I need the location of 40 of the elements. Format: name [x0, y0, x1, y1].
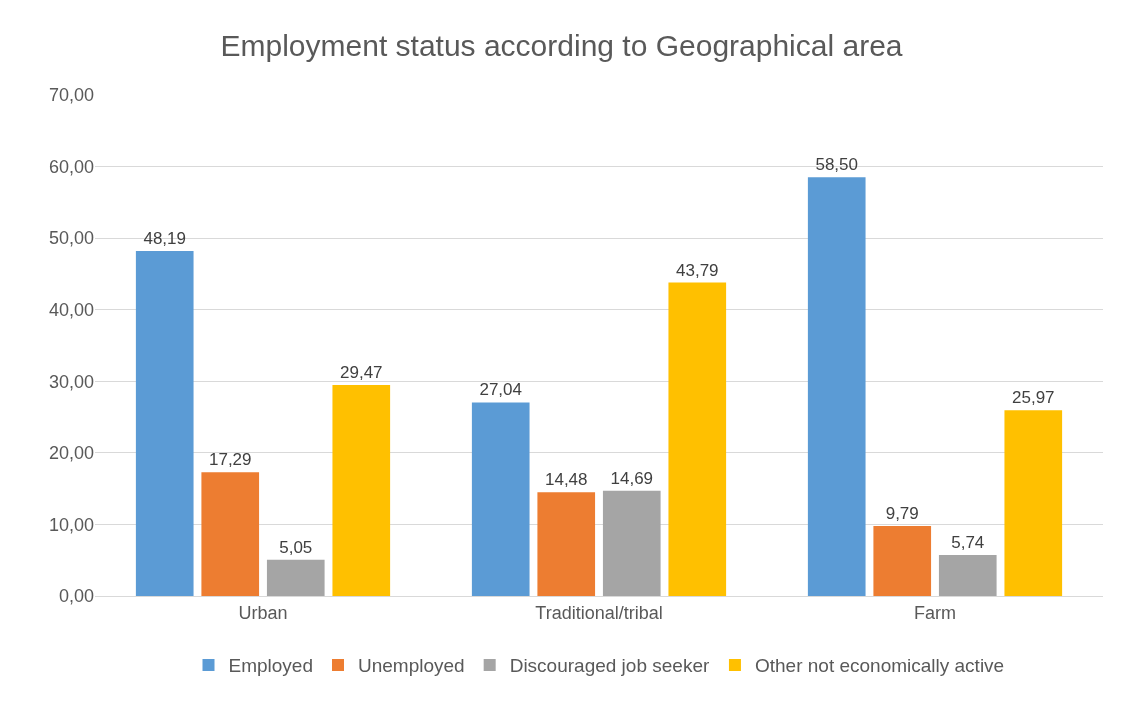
data-label: 9,79: [885, 503, 919, 523]
bar: [266, 559, 325, 596]
y-tick-label: 70,00: [48, 85, 94, 106]
y-tick-label: 0,00: [58, 586, 94, 607]
bar: [807, 177, 866, 596]
data-label: 25,97: [1012, 388, 1055, 408]
bar: [332, 385, 391, 596]
y-tick-label: 60,00: [48, 156, 94, 177]
data-label: 17,29: [208, 450, 252, 470]
x-tick-label: Urban: [238, 602, 288, 623]
y-tick-label: 10,00: [48, 514, 94, 535]
data-label: 48,19: [143, 229, 186, 249]
y-tick-label: 20,00: [48, 443, 94, 464]
data-label: 14,69: [610, 468, 654, 488]
data-label: 29,47: [340, 363, 383, 383]
legend-label: Employed: [228, 655, 313, 677]
y-tick-label: 30,00: [48, 371, 94, 392]
data-label: 5,74: [951, 532, 985, 552]
data-label: 14,48: [544, 470, 588, 490]
legend-label: Discouraged job seeker: [509, 655, 710, 677]
bar: [471, 402, 530, 596]
bar: [668, 282, 727, 596]
data-label: 5,05: [279, 537, 313, 557]
legend-label: Other not economically active: [754, 655, 1005, 677]
bar: [1004, 410, 1063, 596]
bar: [602, 490, 661, 596]
y-tick-label: 50,00: [48, 228, 94, 249]
bar: [873, 525, 932, 596]
bar: [938, 554, 997, 596]
legend-label: Unemployed: [358, 655, 465, 677]
chart-title: Employment status according to Geographical area: [220, 29, 903, 63]
data-label: 43,79: [676, 260, 719, 280]
data-label: 27,04: [479, 380, 522, 400]
bar: [201, 472, 260, 596]
bar: [135, 251, 194, 596]
x-tick-label: Traditional/tribal: [535, 602, 663, 623]
y-tick-label: 40,00: [48, 300, 94, 321]
x-tick-label: Farm: [914, 602, 956, 623]
data-label: 58,50: [815, 155, 858, 175]
bar: [537, 492, 596, 596]
